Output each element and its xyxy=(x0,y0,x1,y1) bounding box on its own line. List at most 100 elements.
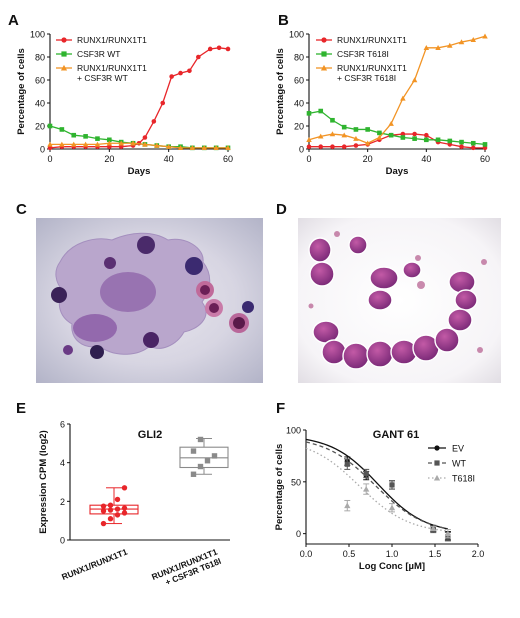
data-point xyxy=(160,100,166,106)
data-point xyxy=(118,144,124,149)
data-point xyxy=(207,46,213,52)
data-point xyxy=(364,140,371,146)
legend-label: RUNX1/RUNX1T1 + CSF3R T618I xyxy=(337,63,407,83)
y-tick-label: 6 xyxy=(60,420,65,430)
x-tick-label: 20 xyxy=(104,154,114,164)
micrograph-c xyxy=(36,218,263,383)
granule-cluster xyxy=(334,231,340,237)
data-point xyxy=(213,145,219,151)
panel-label-a: A xyxy=(8,12,19,29)
data-point xyxy=(94,141,101,147)
legend-marker xyxy=(433,474,441,481)
micrograph-d xyxy=(298,218,501,383)
data-point xyxy=(430,525,437,531)
y-tick-label: 60 xyxy=(294,76,304,86)
legend-marker xyxy=(61,37,67,43)
y-tick-label: 100 xyxy=(30,30,45,40)
data-point xyxy=(100,520,107,527)
data-point xyxy=(341,144,347,149)
panel-label-f: F xyxy=(276,400,285,417)
data-point xyxy=(376,134,383,140)
data-point xyxy=(447,138,453,144)
granule-cluster xyxy=(308,303,314,309)
x-tick-label: 60 xyxy=(480,154,490,164)
data-point xyxy=(114,512,121,518)
x-tick-label: 40 xyxy=(421,154,431,164)
data-point xyxy=(318,108,324,114)
series-line-2 xyxy=(50,142,228,149)
data-point xyxy=(151,119,157,124)
data-point xyxy=(306,111,312,116)
panel-label-c: C xyxy=(16,201,27,218)
y-axis-label: Expression CPM (log2) xyxy=(38,430,49,533)
data-point xyxy=(70,141,77,147)
data-point xyxy=(470,140,476,146)
data-point xyxy=(177,145,184,151)
data-point xyxy=(107,507,114,513)
x-tick-label: 1.5 xyxy=(429,549,442,559)
data-point xyxy=(459,144,464,149)
data-point xyxy=(330,117,335,123)
x-axis-label: Days xyxy=(386,166,409,177)
fit-curve-0 xyxy=(305,438,449,530)
granule-cluster xyxy=(481,259,487,265)
y-tick-label: 0 xyxy=(60,536,65,546)
data-point xyxy=(412,131,417,137)
data-point xyxy=(118,140,124,146)
series-line-1 xyxy=(308,110,486,146)
data-point xyxy=(388,132,394,138)
panel-label-e: E xyxy=(16,400,26,417)
y-tick-label: 80 xyxy=(35,53,45,63)
series-line-0 xyxy=(309,133,485,149)
cell xyxy=(321,339,347,365)
y-tick-label: 40 xyxy=(35,99,45,109)
x-tick-label: 60 xyxy=(223,154,233,164)
data-point xyxy=(83,134,88,139)
data-point xyxy=(71,132,77,138)
data-point xyxy=(435,137,441,143)
data-point xyxy=(329,131,336,137)
legend-label: CSF3R WT xyxy=(77,49,120,59)
x-axis-label: Log Conc [µM] xyxy=(359,561,425,572)
data-point xyxy=(363,485,370,492)
data-point xyxy=(344,502,351,509)
cell xyxy=(309,261,335,287)
data-point xyxy=(353,135,359,141)
data-point xyxy=(59,141,65,147)
x-tick-label: 1.0 xyxy=(386,549,399,559)
data-point xyxy=(344,461,350,467)
series-line-2 xyxy=(308,35,486,144)
data-point xyxy=(482,33,488,39)
data-point xyxy=(388,504,396,511)
cell xyxy=(434,327,460,353)
data-point xyxy=(59,127,65,132)
data-point xyxy=(225,46,231,52)
y-tick-label: 0 xyxy=(299,145,304,155)
chart-e: 0 2 4 6 GLI2 Expression CPM (log2) RUNX1/RUNX1… xyxy=(38,420,230,587)
fit-curve-2 xyxy=(305,447,448,532)
data-point xyxy=(444,530,452,537)
data-point xyxy=(178,70,183,76)
data-point xyxy=(107,137,112,143)
legend-label: RUNX1/RUNX1T1 + CSF3R WT xyxy=(77,63,147,83)
data-point xyxy=(341,124,347,130)
chart-a: 0 20 40 60 80 100 0 20 40 60 Days Percentage of cel… xyxy=(16,30,233,178)
nucleus xyxy=(73,314,117,342)
data-point xyxy=(142,141,148,147)
legend-label: RUNX1/RUNX1T1 xyxy=(337,35,407,45)
legend-marker xyxy=(60,64,68,71)
data-point xyxy=(459,139,464,145)
nucleus xyxy=(51,287,67,303)
data-point xyxy=(106,140,113,146)
cell xyxy=(342,342,370,370)
data-point xyxy=(216,45,222,51)
chart-b: 0 20 40 60 80 100 0 20 40 60 Days Percentage of cel… xyxy=(275,30,490,178)
data-point xyxy=(377,130,382,136)
cell xyxy=(402,261,422,279)
nucleus xyxy=(63,345,73,355)
legend-marker xyxy=(320,64,328,71)
data-point xyxy=(400,135,406,140)
y-tick-label: 60 xyxy=(35,76,45,86)
data-point xyxy=(318,144,324,149)
